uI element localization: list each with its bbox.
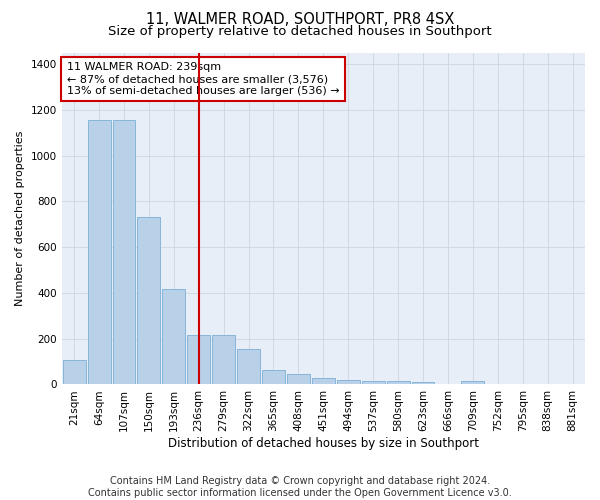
Bar	[88, 120, 110, 384]
Bar	[362, 382, 385, 384]
Y-axis label: Number of detached properties: Number of detached properties	[15, 131, 25, 306]
X-axis label: Distribution of detached houses by size in Southport: Distribution of detached houses by size …	[168, 437, 479, 450]
Bar	[287, 374, 310, 384]
Bar	[237, 349, 260, 384]
Text: 11 WALMER ROAD: 239sqm
← 87% of detached houses are smaller (3,576)
13% of semi-: 11 WALMER ROAD: 239sqm ← 87% of detached…	[67, 62, 340, 96]
Bar	[137, 218, 160, 384]
Text: Size of property relative to detached houses in Southport: Size of property relative to detached ho…	[108, 25, 492, 38]
Text: Contains HM Land Registry data © Crown copyright and database right 2024.
Contai: Contains HM Land Registry data © Crown c…	[88, 476, 512, 498]
Bar	[386, 382, 410, 384]
Bar	[62, 360, 86, 384]
Text: 11, WALMER ROAD, SOUTHPORT, PR8 4SX: 11, WALMER ROAD, SOUTHPORT, PR8 4SX	[146, 12, 454, 28]
Bar	[262, 370, 285, 384]
Bar	[461, 382, 484, 384]
Bar	[163, 290, 185, 384]
Bar	[187, 335, 210, 384]
Bar	[113, 120, 136, 384]
Bar	[312, 378, 335, 384]
Bar	[337, 380, 360, 384]
Bar	[212, 335, 235, 384]
Bar	[412, 382, 434, 384]
